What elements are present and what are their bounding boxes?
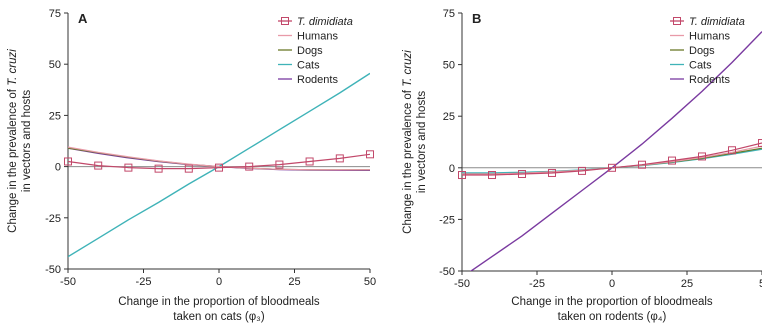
y-axis-label-line2: in vectors and hosts	[416, 91, 428, 194]
legend: T. dimidiata Humans Dogs Cats Rodents	[670, 16, 745, 86]
data-point-marker	[668, 156, 676, 165]
data-point-marker	[578, 166, 586, 175]
y-tick-label: 50	[49, 59, 61, 71]
y-tick-label: 25	[49, 110, 61, 122]
x-tick-label: 0	[216, 276, 222, 288]
series-line-humans	[68, 146, 370, 171]
legend-entry-label: Humans	[689, 31, 730, 43]
legend-entry-label: Cats	[297, 60, 320, 72]
data-point-marker	[366, 150, 374, 159]
y-axis-label-line2: in vectors and hosts	[21, 90, 33, 193]
data-point-marker	[698, 152, 706, 161]
data-point-marker	[728, 146, 736, 155]
data-point-marker	[305, 157, 314, 166]
x-axis-label-line1: Change in the proportion of bloodmeals	[118, 296, 320, 308]
chart-panel-b: -50 -25 0 25 50 75 -50 -25 0 25 5 B Change in the pr…	[402, 8, 762, 323]
data-point-marker	[275, 160, 284, 169]
series-line-humans	[462, 145, 762, 175]
x-axis-label-line2: taken on rodents (φ₄)	[558, 311, 667, 323]
legend-entry-label: T. dimidiata	[297, 16, 353, 28]
data-point-marker	[64, 157, 72, 166]
x-tick-label: 0	[609, 278, 615, 290]
data-point-marker	[488, 171, 496, 180]
y-axis-label-text: Change in the prevalence of	[7, 86, 19, 233]
legend-entry-label: Dogs	[689, 45, 715, 57]
x-tick-label: 50	[364, 276, 376, 288]
series-line-t-dimidiata	[462, 142, 762, 176]
y-axis-label-line1: Change in the prevalence of T. cruzi	[402, 50, 414, 234]
x-tick-label: -50	[60, 276, 76, 288]
legend-entry-label: Rodents	[297, 74, 338, 86]
y-axis-label-species: T. cruzi	[7, 49, 19, 86]
data-point-marker	[245, 162, 254, 171]
x-tick-label: 25	[288, 276, 300, 288]
series-line-t-dimidiata	[68, 153, 370, 170]
legend-entry-label: Cats	[689, 60, 712, 72]
series-line-cats	[68, 72, 370, 258]
y-tick-label: -50	[439, 266, 455, 278]
legend-entry-label: T. dimidiata	[689, 16, 745, 28]
series-line-dogs	[462, 147, 762, 175]
y-tick-label: 50	[443, 60, 455, 72]
data-point-marker	[215, 163, 223, 172]
data-point-marker	[758, 139, 762, 148]
y-axis-label-species: T. cruzi	[402, 50, 414, 87]
panel-label: B	[472, 11, 481, 26]
y-axis-label-text: Change in the prevalence of	[402, 87, 414, 234]
legend-marker	[673, 17, 681, 25]
chart-panel-a: -50 -25 0 25 50 75 -50 -25 0 25 50 A Change in the p…	[7, 8, 376, 323]
y-tick-label: 25	[443, 111, 455, 123]
y-axis-label-line1: Change in the prevalence of T. cruzi	[7, 49, 19, 233]
y-tick-label: 0	[55, 162, 61, 174]
x-tick-label: 25	[681, 278, 693, 290]
y-tick-label: 75	[443, 8, 455, 20]
x-axis-label-line2: taken on cats (φ₃)	[173, 311, 265, 323]
data-point-marker	[124, 163, 133, 172]
x-axis-label-line1: Change in the proportion of bloodmeals	[511, 296, 713, 308]
legend-marker	[281, 17, 289, 25]
data-point-marker	[608, 163, 616, 172]
data-point-marker	[184, 164, 193, 173]
x-tick-label: -50	[454, 278, 470, 290]
y-tick-label: -50	[45, 264, 61, 276]
y-tick-label: 75	[49, 8, 61, 20]
x-tick-label: -25	[529, 278, 545, 290]
legend-entry-label: Dogs	[297, 45, 323, 57]
data-point-marker	[154, 164, 163, 173]
y-tick-label: 0	[449, 163, 455, 175]
legend: T. dimidiata Humans Dogs Cats Rodents	[278, 16, 353, 86]
legend-entry-label: Rodents	[689, 74, 730, 86]
data-point-marker	[518, 169, 526, 178]
x-tick-label: -25	[136, 276, 152, 288]
y-tick-label: -25	[45, 213, 61, 225]
data-point-marker	[335, 154, 344, 163]
x-tick-label: 5	[759, 278, 762, 290]
panel-label: A	[78, 11, 88, 26]
data-point-marker	[638, 160, 646, 169]
legend-entry-label: Humans	[297, 31, 338, 43]
y-tick-label: -25	[439, 214, 455, 226]
data-point-marker	[548, 168, 556, 177]
data-point-marker	[458, 171, 466, 180]
data-point-marker	[94, 161, 103, 170]
